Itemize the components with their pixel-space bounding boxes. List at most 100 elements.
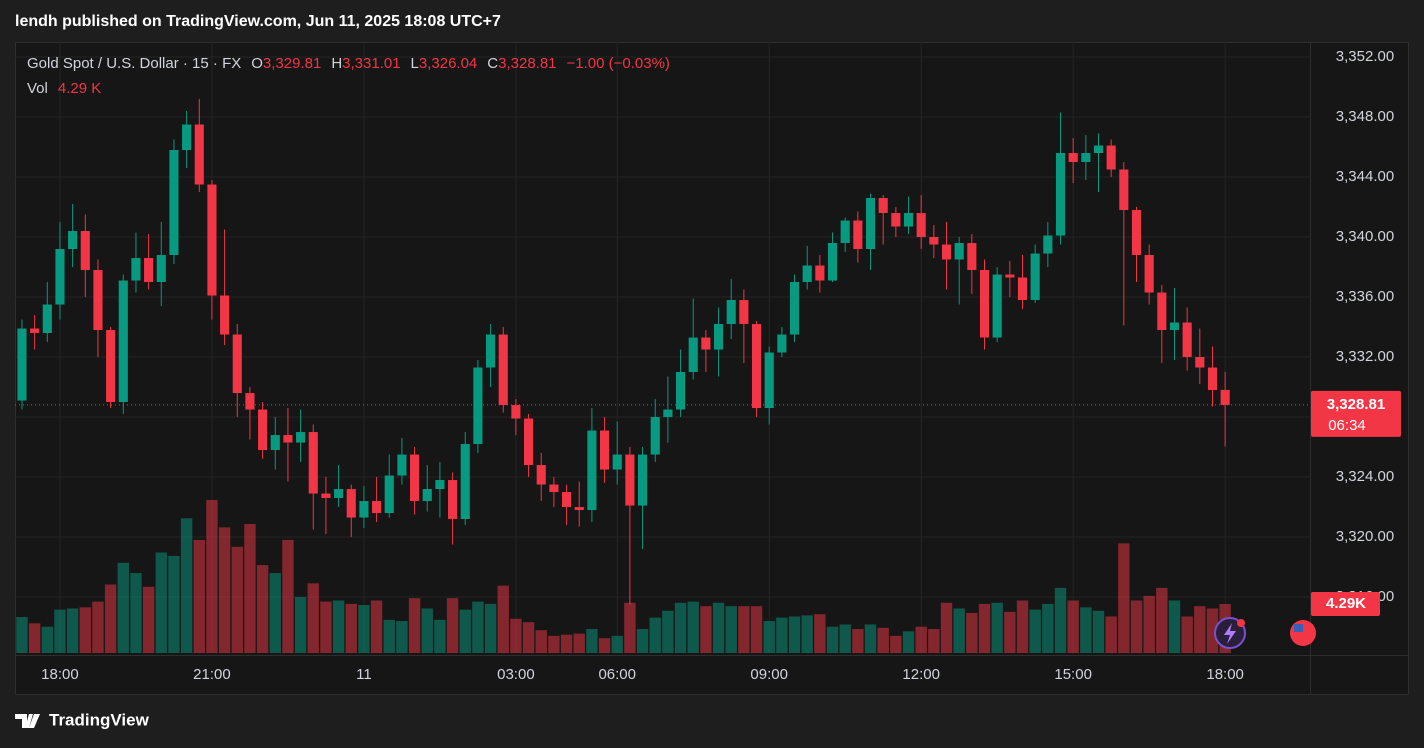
candle-body — [751, 324, 762, 409]
volume-bar — [1016, 600, 1029, 653]
volume-bar — [16, 617, 28, 653]
volume-bar — [839, 624, 851, 653]
x-tick-label: 12:00 — [902, 666, 940, 683]
candle-body — [1081, 153, 1091, 163]
candle-body — [865, 198, 876, 250]
volume-bar — [573, 633, 585, 653]
candle-body — [764, 352, 774, 409]
last-price-label: 3,328.81 — [1327, 396, 1385, 413]
volume-bar — [598, 638, 611, 653]
candle-body — [992, 274, 1002, 338]
legend-value: 3,326.04 — [419, 55, 477, 72]
volume-bar — [725, 606, 737, 653]
candle-body — [789, 282, 800, 335]
volume-bar — [940, 602, 953, 653]
candle-body — [1005, 274, 1015, 278]
brand-logo — [15, 714, 40, 728]
candle-body — [435, 480, 445, 490]
volume-bar — [408, 598, 421, 653]
candle-body — [17, 328, 27, 401]
volume-bar — [1118, 543, 1130, 653]
candle-body — [422, 489, 432, 502]
candle-body — [587, 430, 597, 511]
candle-body — [359, 501, 369, 518]
candle-body — [903, 213, 914, 227]
volume-bar — [434, 619, 446, 653]
lightning-glyph — [1224, 623, 1236, 644]
volume-bar — [383, 619, 395, 653]
candle-body — [30, 328, 40, 334]
volume-bar — [852, 629, 864, 653]
candle-body — [979, 270, 990, 338]
legend-value: 3,328.81 — [498, 55, 556, 72]
volume-bar — [649, 617, 661, 653]
volume-bar — [193, 539, 205, 653]
legend-key: O — [251, 55, 263, 72]
candle-body — [1043, 235, 1053, 254]
grid — [15, 42, 1310, 653]
candle-body — [106, 330, 116, 403]
candle-body — [397, 454, 407, 476]
volume-bar — [484, 603, 497, 653]
volume-bar — [991, 602, 1003, 653]
y-tick-label: 3,336.00 — [1336, 288, 1394, 305]
volume-bar — [712, 602, 725, 653]
volume-bar — [244, 523, 256, 653]
candle-body — [916, 213, 926, 238]
y-tick-label: 3,352.00 — [1336, 48, 1394, 65]
candle-body — [1131, 210, 1142, 256]
candle-body — [144, 258, 154, 283]
candle-body — [55, 249, 65, 305]
last-price-tag — [1311, 390, 1401, 437]
candle-body — [688, 337, 698, 373]
candle-body — [1169, 322, 1180, 331]
volume-bar — [1168, 600, 1181, 653]
candle-body — [384, 475, 394, 514]
volume-bar — [1181, 616, 1193, 653]
candle-body — [650, 417, 660, 455]
candle-body — [853, 220, 863, 250]
candle-body — [574, 507, 584, 511]
volume-bar — [687, 601, 699, 653]
candle-body — [701, 337, 711, 350]
candle-body — [334, 489, 344, 499]
y-tick-label: 3,348.00 — [1336, 108, 1394, 125]
candle-body — [245, 393, 255, 410]
countdown-label: 06:34 — [1328, 417, 1366, 434]
y-tick-label: 3,332.00 — [1336, 348, 1394, 365]
flag-icon[interactable] — [1290, 620, 1316, 646]
x-tick-label: 11 — [356, 666, 372, 683]
volume-bar — [104, 584, 117, 653]
candle-body — [1182, 322, 1192, 358]
volume-bar — [142, 586, 155, 653]
alert-dot — [1237, 619, 1245, 627]
candle-body — [941, 244, 952, 260]
volume-bar — [966, 613, 978, 653]
volume-bar — [814, 614, 826, 653]
candle-body — [182, 124, 192, 151]
candle-body — [346, 489, 356, 518]
candle-layer — [17, 99, 1230, 605]
legend-vol-value: 4.29 K — [58, 80, 101, 97]
volume-bar — [206, 499, 218, 653]
volume-bar — [953, 608, 965, 653]
legend-volume: Vol 4.29 K — [27, 80, 101, 97]
candle-body — [562, 492, 572, 508]
volume-bar — [358, 605, 370, 653]
volume-bar — [256, 565, 269, 653]
candle-body — [1119, 169, 1129, 211]
candle-body — [1195, 357, 1205, 368]
legend: Gold Spot / U.S. Dollar · 15 · FX O3,329.… — [27, 55, 670, 97]
legend-value: 3,329.81 — [263, 55, 321, 72]
volume-bar — [269, 573, 281, 653]
candle-body — [270, 435, 280, 451]
candle-body — [612, 454, 622, 470]
volume-bar — [864, 624, 877, 653]
y-tick-label: 3,340.00 — [1336, 228, 1394, 245]
legend-value: 3,331.01 — [342, 55, 400, 72]
volume-bar — [586, 629, 598, 653]
candle-body — [1055, 153, 1066, 236]
volume-bar — [396, 621, 408, 653]
candle-body — [232, 334, 242, 394]
candle-body — [80, 231, 90, 271]
